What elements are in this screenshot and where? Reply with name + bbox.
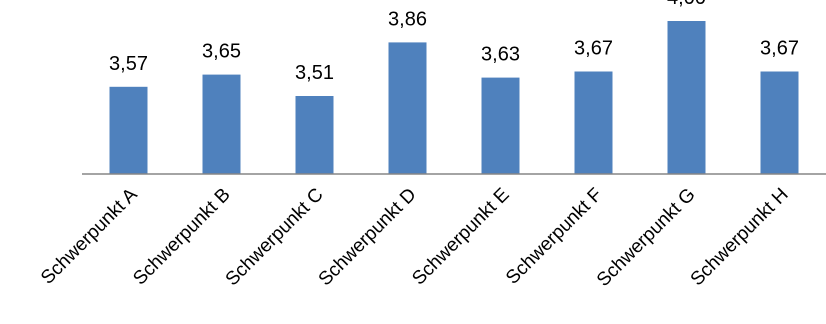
bar-5 xyxy=(481,77,520,174)
data-label-7: 4,00 xyxy=(667,0,706,9)
category-label-1: Schwerpunkt A xyxy=(37,184,142,289)
data-label-1: 3,57 xyxy=(109,53,148,75)
category-label-6: Schwerpunkt F xyxy=(502,184,606,288)
data-label-4: 3,86 xyxy=(388,8,427,30)
category-label-5: Schwerpunkt E xyxy=(408,184,513,289)
bar-4 xyxy=(388,42,427,175)
data-label-8: 3,67 xyxy=(760,38,799,60)
data-label-2: 3,65 xyxy=(202,41,241,63)
data-label-6: 3,67 xyxy=(574,38,613,60)
category-label-7: Schwerpunkt G xyxy=(593,184,700,291)
bar-8 xyxy=(760,71,799,174)
bar-6 xyxy=(574,71,613,174)
bars-layer xyxy=(109,21,799,175)
data-labels-layer: 3,57 3,65 3,51 3,86 3,63 3,67 4,00 3,67 xyxy=(109,0,799,84)
category-label-2: Schwerpunkt B xyxy=(129,184,234,289)
category-label-3: Schwerpunkt C xyxy=(222,184,328,290)
bar-1 xyxy=(109,86,148,174)
bar-2 xyxy=(202,74,241,174)
data-label-5: 3,63 xyxy=(481,44,520,66)
category-label-4: Schwerpunkt D xyxy=(315,184,421,290)
bar-7 xyxy=(667,21,706,174)
data-label-3: 3,51 xyxy=(295,62,334,84)
category-label-8: Schwerpunkt H xyxy=(687,184,793,290)
bar-3 xyxy=(295,96,334,174)
